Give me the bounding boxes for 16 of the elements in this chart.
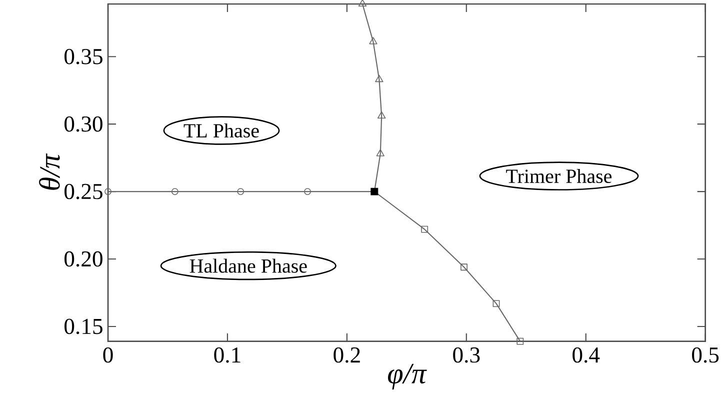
x-tick-label: 0.2 <box>334 347 360 363</box>
x-tick-label: 0.5 <box>692 347 719 363</box>
y-axis-title: θ/π <box>39 153 60 190</box>
x-tick-label: 0.3 <box>453 347 480 363</box>
annotation: Haldane Phase <box>190 258 307 273</box>
y-tick-label: 0.30 <box>64 116 102 132</box>
y-tick-label: 0.35 <box>64 48 102 64</box>
y-tick-label: 0.20 <box>64 251 102 267</box>
x-tick-label: 0 <box>103 347 113 363</box>
x-axis-title: φ/π <box>388 364 427 390</box>
y-tick-label: 0.25 <box>64 184 102 200</box>
x-tick-label: 0.1 <box>214 347 240 363</box>
x-tick-label: 0.4 <box>572 347 600 363</box>
y-tick-label: 0.15 <box>64 318 102 334</box>
annotation: Trimer Phase <box>506 169 612 184</box>
annotation: TL Phase <box>184 123 259 138</box>
